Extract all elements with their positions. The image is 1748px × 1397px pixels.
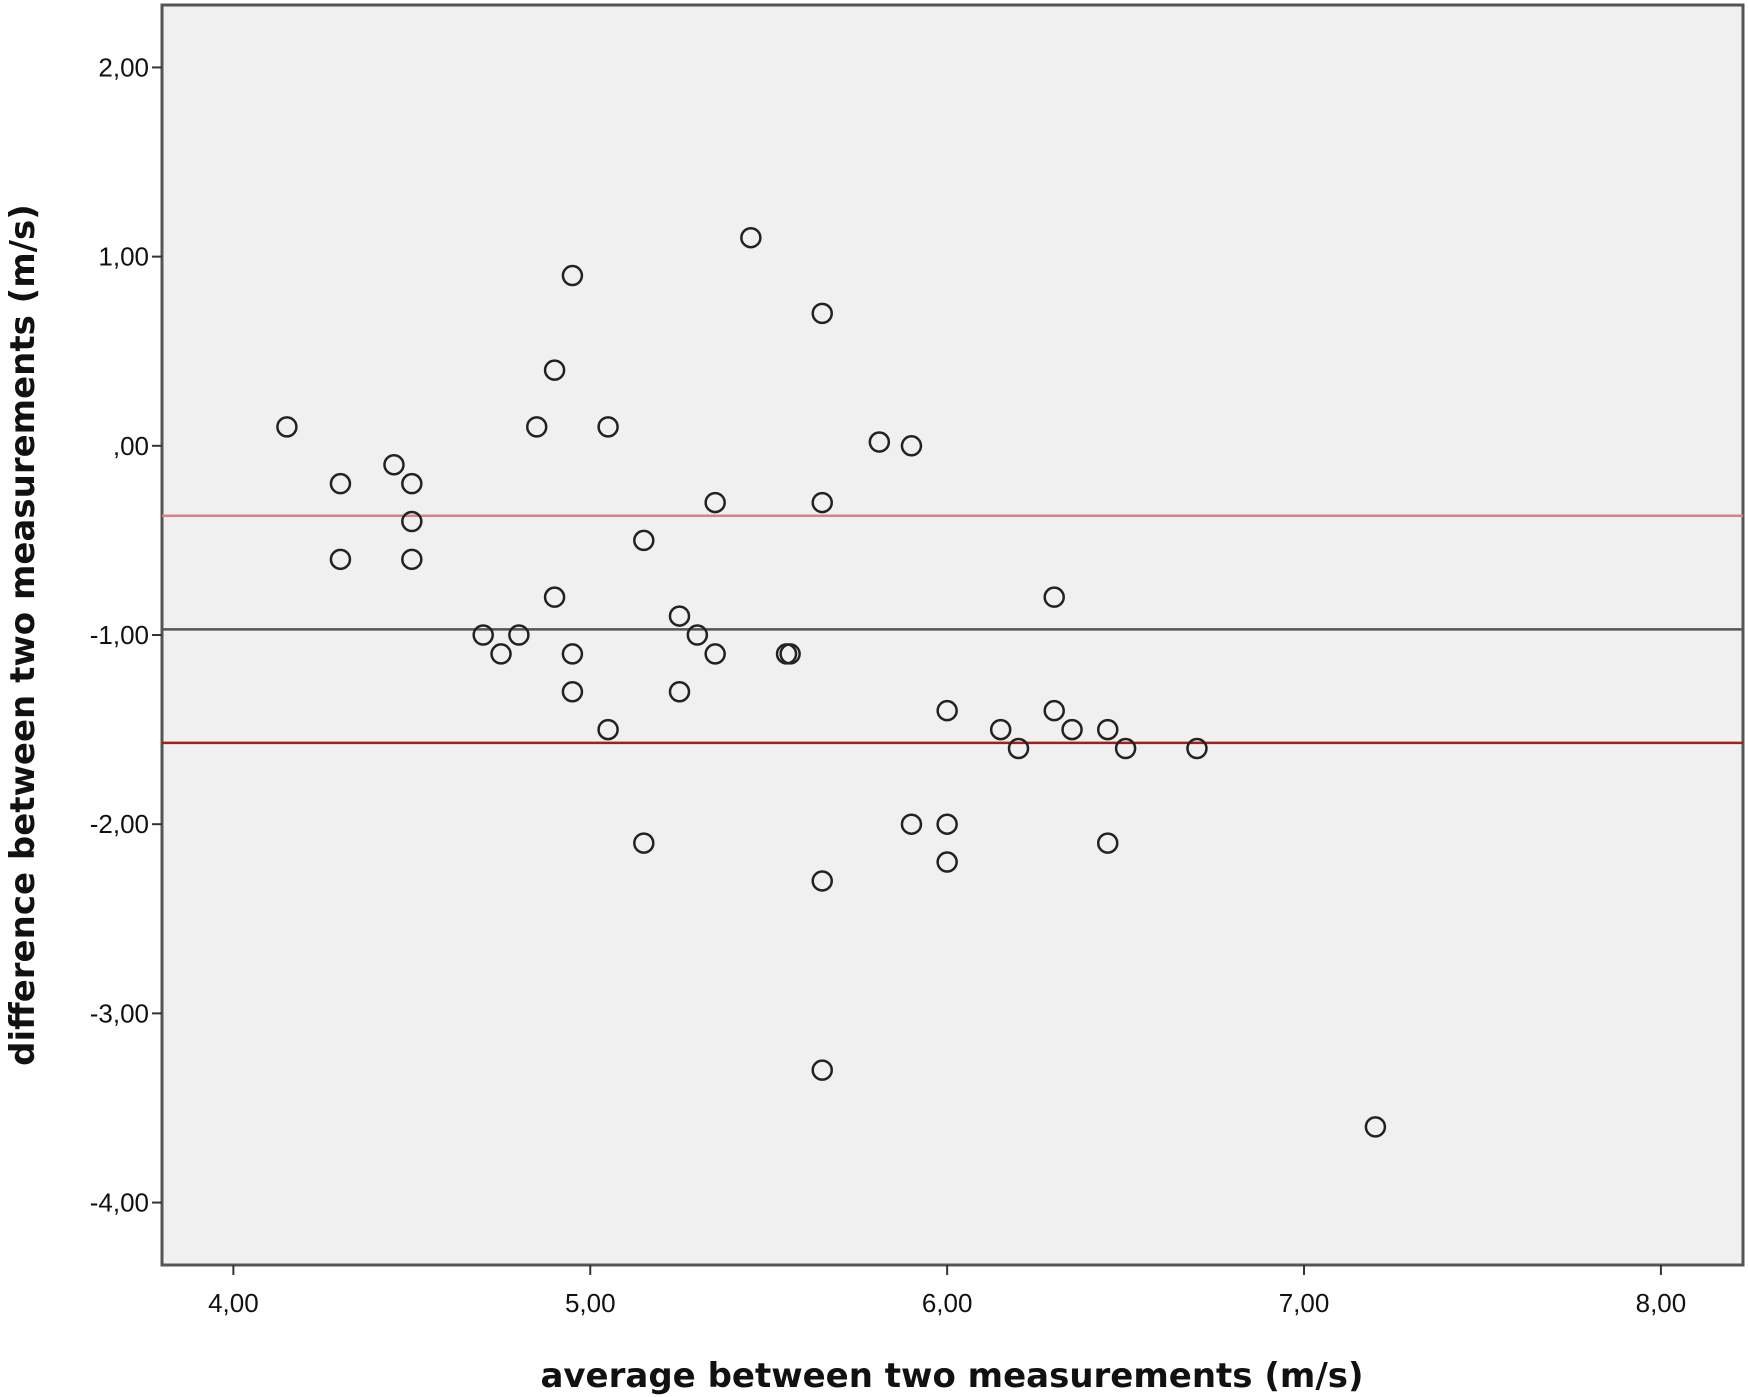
plot-area: [160, 3, 1745, 1267]
data-point: [936, 851, 958, 873]
x-tick-label: 5,00: [565, 1288, 616, 1318]
data-point: [525, 416, 548, 438]
data-point: [686, 624, 709, 646]
data-point: [900, 435, 923, 457]
data-point: [868, 431, 891, 453]
y-tick-label: 2,00: [98, 52, 149, 82]
y-tick-label: 1,00: [98, 242, 149, 272]
data-point: [811, 870, 833, 892]
data-point: [383, 453, 405, 476]
data-point: [811, 302, 833, 325]
reference-lines: [162, 514, 1743, 745]
data-point: [668, 681, 691, 703]
data-point: [1096, 832, 1119, 854]
data-point: [704, 643, 726, 665]
y-axis: 2,00 1,00 ,00 -1,00 -2,00 -3,00 -4,00: [90, 52, 162, 1218]
data-point: [1186, 737, 1208, 760]
data-point: [561, 643, 584, 665]
data-point: [1043, 699, 1065, 722]
data-point: [1007, 737, 1030, 760]
data-point: [936, 813, 958, 835]
data-point: [1096, 718, 1119, 741]
data-point: [811, 1059, 833, 1081]
y-tick-label: -1,00: [90, 620, 149, 650]
y-tick-label: -4,00: [90, 1188, 149, 1218]
data-point: [561, 264, 584, 287]
data-point: [633, 832, 655, 854]
data-point: [276, 416, 298, 438]
x-tick-label: 6,00: [922, 1288, 973, 1318]
data-point: [1043, 586, 1065, 608]
y-axis-title: difference between two measurements (m/s…: [3, 204, 43, 1066]
data-point: [490, 643, 512, 665]
data-point: [740, 226, 762, 249]
data-point: [900, 813, 923, 835]
data-point: [561, 681, 584, 703]
x-tick-label: 4,00: [208, 1288, 259, 1318]
data-point: [401, 510, 423, 533]
y-tick-label: -2,00: [90, 809, 149, 839]
data-point: [329, 472, 352, 495]
data-point: [401, 548, 423, 571]
data-point: [811, 491, 833, 514]
data-point: [704, 491, 726, 514]
x-axis-title: average between two measurements (m/s): [540, 1356, 1363, 1396]
x-axis: 4,00 5,00 6,00 7,00 8,00: [208, 1265, 1686, 1318]
data-point: [1364, 1116, 1387, 1138]
data-points: [276, 226, 1387, 1138]
y-tick-label: ,00: [113, 431, 149, 461]
data-point: [1061, 718, 1083, 741]
data-point: [597, 718, 619, 741]
data-point: [472, 624, 494, 646]
x-tick-label: 8,00: [1636, 1288, 1687, 1318]
data-point: [779, 643, 801, 665]
data-point: [989, 718, 1012, 741]
data-point: [936, 699, 958, 722]
data-point: [508, 624, 530, 646]
data-point: [1114, 737, 1137, 760]
data-point: [543, 586, 566, 608]
y-tick-label: -3,00: [90, 998, 149, 1028]
data-point: [329, 548, 352, 571]
data-point: [597, 416, 619, 438]
x-tick-label: 7,00: [1279, 1288, 1330, 1318]
data-point: [543, 359, 566, 381]
data-point: [401, 472, 423, 495]
data-point: [668, 605, 691, 627]
data-point: [633, 529, 655, 552]
